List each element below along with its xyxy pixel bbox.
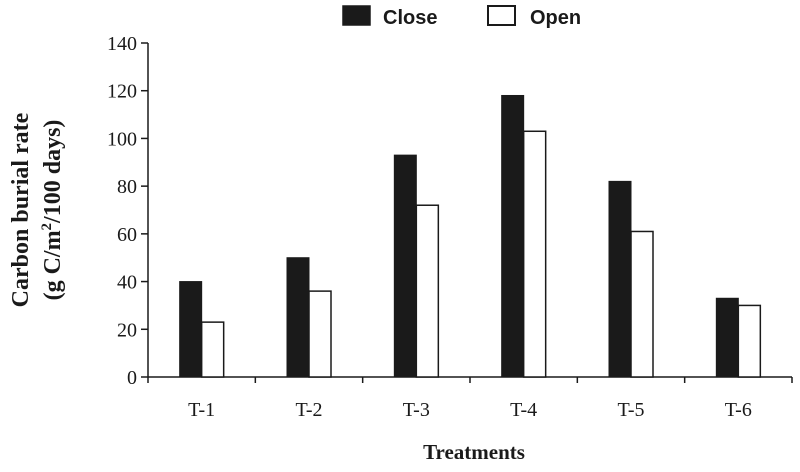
y-tick-label: 0 bbox=[127, 367, 137, 389]
x-tick-label: T-4 bbox=[510, 399, 537, 421]
legend-swatch-open bbox=[487, 5, 516, 26]
x-axis-label: Treatments bbox=[423, 440, 525, 464]
x-tick-label: T-5 bbox=[617, 399, 644, 421]
bar-close-t-1 bbox=[179, 281, 203, 378]
x-tick-label: T-2 bbox=[295, 399, 322, 421]
y-tick-label: 20 bbox=[117, 319, 137, 341]
bar-close-t-2 bbox=[286, 257, 310, 378]
y-tick-label: 60 bbox=[117, 224, 137, 246]
bar-close-t-6 bbox=[715, 297, 739, 378]
bar-open-t-3 bbox=[415, 204, 440, 378]
bar-open-t-6 bbox=[737, 304, 762, 378]
x-ticks: T-1 T-2 T-3 T-4 T-5 T-6 bbox=[147, 377, 793, 421]
x-tick-label: T-6 bbox=[725, 399, 752, 421]
y-axis-label-line1: Carbon burial rate bbox=[8, 112, 34, 307]
y-axis-label-prefix: (g C/m bbox=[40, 230, 66, 300]
bar-open-t-2 bbox=[308, 290, 332, 378]
bar-close-t-3 bbox=[393, 154, 417, 378]
bars bbox=[179, 94, 762, 378]
bar-close-t-4 bbox=[501, 94, 525, 378]
legend-swatch-close bbox=[342, 5, 371, 26]
x-tick-label: T-1 bbox=[188, 399, 215, 421]
y-tick-label: 80 bbox=[117, 176, 137, 198]
bar-open-t-4 bbox=[522, 130, 547, 378]
y-tick-label: 120 bbox=[107, 81, 137, 103]
legend-label-open: Open bbox=[530, 7, 581, 29]
legend-label-close: Close bbox=[383, 7, 437, 29]
y-tick-label: 100 bbox=[107, 128, 137, 150]
y-tick-label: 40 bbox=[117, 272, 137, 294]
y-axis-label-line2: (g C/m2/100 days) bbox=[39, 120, 66, 301]
legend: Close Open bbox=[342, 5, 581, 29]
bar-close-t-5 bbox=[608, 180, 632, 378]
y-ticks: 0 20 40 60 80 100 120 140 bbox=[107, 33, 148, 389]
y-tick-label: 140 bbox=[107, 33, 137, 55]
y-axis-label-sup: 2 bbox=[39, 223, 55, 231]
bar-open-t-1 bbox=[200, 321, 225, 378]
x-tick-label: T-3 bbox=[403, 399, 430, 421]
y-axis-label: Carbon burial rate (g C/m2/100 days) bbox=[8, 112, 66, 307]
bar-open-t-5 bbox=[630, 230, 654, 378]
y-axis-label-suffix: /100 days) bbox=[40, 120, 66, 224]
